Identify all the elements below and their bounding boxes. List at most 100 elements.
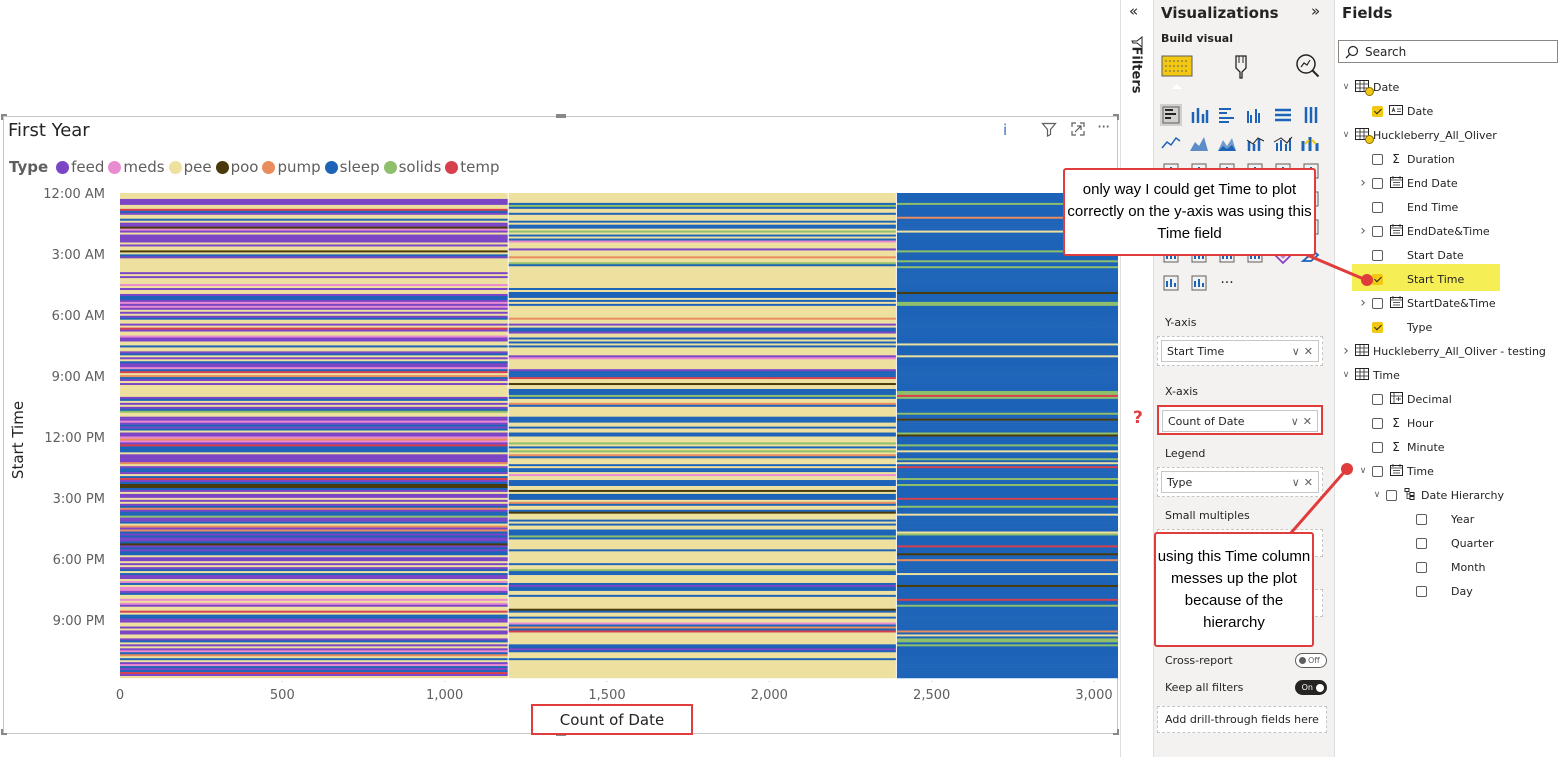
bar-segment[interactable] xyxy=(120,280,509,283)
bar-segment[interactable] xyxy=(508,383,897,386)
bar-segment[interactable] xyxy=(508,381,897,384)
bar-segment[interactable] xyxy=(896,367,1118,370)
bar-segment[interactable] xyxy=(120,553,509,556)
bar-segment[interactable] xyxy=(508,385,897,388)
bar-segment[interactable] xyxy=(120,208,509,212)
bar-segment[interactable] xyxy=(120,392,509,396)
bar-segment[interactable] xyxy=(896,620,1118,623)
bar-segment[interactable] xyxy=(508,305,897,309)
bar-segment[interactable] xyxy=(896,513,1118,516)
bar-segment[interactable] xyxy=(896,523,1118,526)
bar-segment[interactable] xyxy=(508,361,897,364)
chevron-right-icon[interactable]: › xyxy=(1360,223,1366,239)
bar-segment[interactable] xyxy=(896,499,1118,503)
bar-segment[interactable] xyxy=(120,618,509,621)
bar-segment[interactable] xyxy=(896,654,1118,657)
bar-segment[interactable] xyxy=(508,230,897,233)
bar-segment[interactable] xyxy=(508,586,897,590)
bar-segment[interactable] xyxy=(508,484,897,487)
drill-through-well[interactable]: Add drill-through fields here xyxy=(1157,706,1327,733)
legend-item-meds[interactable]: meds xyxy=(108,158,165,176)
bar-segment[interactable] xyxy=(120,408,509,412)
bar-segment[interactable] xyxy=(896,262,1118,265)
bar-segment[interactable] xyxy=(896,228,1118,231)
bar-segment[interactable] xyxy=(120,531,509,534)
bar-segment[interactable] xyxy=(508,280,897,283)
bar-segment[interactable] xyxy=(896,450,1118,453)
bar-segment[interactable] xyxy=(508,531,897,534)
bar-segment[interactable] xyxy=(508,402,897,406)
bar-segment[interactable] xyxy=(508,319,897,322)
bar-segment[interactable] xyxy=(508,495,897,499)
bar-segment[interactable] xyxy=(120,549,509,552)
bar-segment[interactable] xyxy=(120,240,509,243)
bar-segment[interactable] xyxy=(896,355,1118,358)
bar-segment[interactable] xyxy=(508,525,897,528)
bar-segment[interactable] xyxy=(508,533,897,536)
bar-segment[interactable] xyxy=(120,412,509,415)
bar-segment[interactable] xyxy=(508,660,897,663)
bar-segment[interactable] xyxy=(508,596,897,600)
table-node-huckleberry-all-oliver-testing[interactable]: › Huckleberry_All_Oliver - testing xyxy=(1341,341,1546,361)
bar-segment[interactable] xyxy=(120,303,509,307)
field-checkbox[interactable] xyxy=(1372,417,1383,429)
bar-segment[interactable] xyxy=(120,373,509,376)
focus-mode-icon[interactable] xyxy=(1070,121,1086,141)
bar-segment[interactable] xyxy=(508,563,897,566)
bar-segment[interactable] xyxy=(508,276,897,279)
field-row-date[interactable]: Date xyxy=(1358,101,1433,121)
bar-segment[interactable] xyxy=(508,456,897,459)
bar-segment[interactable] xyxy=(896,388,1118,392)
bar-segment[interactable] xyxy=(896,525,1118,528)
bar-segment[interactable] xyxy=(120,440,509,443)
bar-segment[interactable] xyxy=(896,478,1118,481)
bar-segment[interactable] xyxy=(508,537,897,540)
bar-segment[interactable] xyxy=(896,309,1118,313)
bar-segment[interactable] xyxy=(896,480,1118,483)
bar-segment[interactable] xyxy=(120,499,509,503)
bar-segment[interactable] xyxy=(120,525,509,528)
bar-segment[interactable] xyxy=(508,390,897,394)
bar-segment[interactable] xyxy=(508,622,897,625)
bar-segment[interactable] xyxy=(896,626,1118,629)
bar-segment[interactable] xyxy=(120,430,509,433)
bar-segment[interactable] xyxy=(508,666,897,669)
bar-segment[interactable] xyxy=(120,646,509,649)
bar-segment[interactable] xyxy=(120,230,509,233)
bar-segment[interactable] xyxy=(896,652,1118,655)
bar-segment[interactable] xyxy=(120,622,509,625)
bar-segment[interactable] xyxy=(896,503,1118,507)
bar-segment[interactable] xyxy=(896,531,1118,534)
bar-segment[interactable] xyxy=(508,626,897,629)
bar-segment[interactable] xyxy=(120,398,509,402)
bar-segment[interactable] xyxy=(896,638,1118,641)
bar-segment[interactable] xyxy=(508,392,897,396)
bar-segment[interactable] xyxy=(896,208,1118,212)
legend-item-pee[interactable]: pee xyxy=(168,158,212,176)
bar-segment[interactable] xyxy=(896,551,1118,554)
legend-field-pill[interactable]: Type ∨ ✕ xyxy=(1161,471,1319,493)
bar-segment[interactable] xyxy=(896,204,1118,208)
bar-segment[interactable] xyxy=(896,234,1118,237)
bar-segment[interactable] xyxy=(896,567,1118,570)
resize-corner-bl[interactable] xyxy=(1,729,7,735)
bar-segment[interactable] xyxy=(508,539,897,542)
bar-segment[interactable] xyxy=(508,598,897,602)
bar-segment[interactable] xyxy=(120,438,509,441)
bar-segment[interactable] xyxy=(508,224,897,227)
bar-segment[interactable] xyxy=(120,315,509,318)
bar-segment[interactable] xyxy=(896,297,1118,301)
bar-segment[interactable] xyxy=(508,288,897,291)
bar-segment[interactable] xyxy=(508,254,897,257)
bar-segment[interactable] xyxy=(896,495,1118,499)
bar-segment[interactable] xyxy=(120,341,509,344)
bar-segment[interactable] xyxy=(120,487,509,491)
bar-segment[interactable] xyxy=(508,444,897,447)
bar-segment[interactable] xyxy=(120,626,509,629)
bar-segment[interactable] xyxy=(508,480,897,483)
bar-segment[interactable] xyxy=(896,315,1118,318)
bar-segment[interactable] xyxy=(120,588,509,592)
bar-segment[interactable] xyxy=(120,351,509,354)
bar-segment[interactable] xyxy=(120,444,509,447)
field-checkbox[interactable] xyxy=(1372,441,1383,453)
